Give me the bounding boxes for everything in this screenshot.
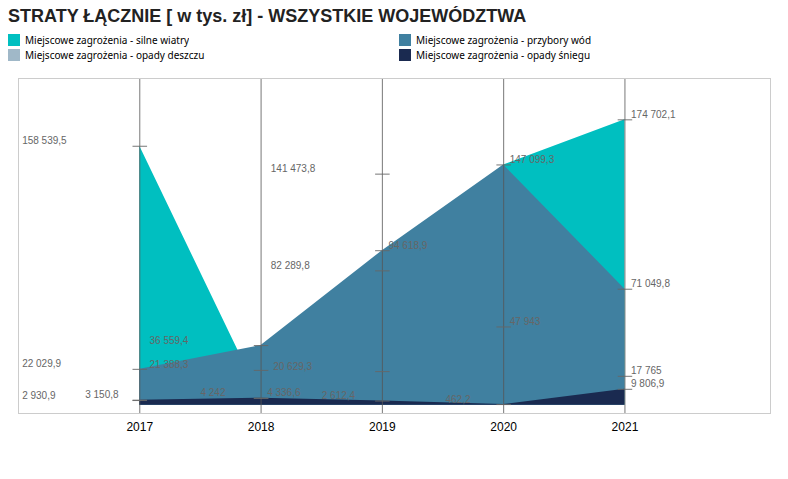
svg-text:2018: 2018 (248, 420, 275, 434)
svg-text:47 943: 47 943 (510, 316, 541, 327)
svg-text:17 765: 17 765 (631, 365, 662, 376)
svg-text:141 473,8: 141 473,8 (271, 163, 316, 174)
html-text:Miejscowe zagrożenia - silne w: Miejscowe zagrożenia - silne wiatry (25, 33, 190, 47)
svg-text:147 099,3: 147 099,3 (510, 154, 555, 165)
svg-text:4 242: 4 242 (200, 387, 225, 398)
svg-text:158 539,5: 158 539,5 (22, 135, 67, 146)
svg-text:3 150,8: 3 150,8 (85, 389, 119, 400)
svg-text:20 629,3: 20 629,3 (273, 361, 312, 372)
svg-text:9 806,9: 9 806,9 (631, 378, 665, 389)
svg-text:2021: 2021 (612, 420, 639, 434)
svg-text:21 388,3: 21 388,3 (149, 359, 188, 370)
svg-text:94 618,9: 94 618,9 (388, 240, 427, 251)
svg-text:174 702,1: 174 702,1 (631, 109, 676, 120)
html-text:Miejscowe zagrożenia - przybor: Miejscowe zagrożenia - przybory wód (416, 33, 592, 47)
svg-text:2 930,9: 2 930,9 (22, 390, 56, 401)
html-text:STRATY ŁĄCZNIE [ w tys. zł] -: STRATY ŁĄCZNIE [ w tys. zł] - WSZYSTKIE … (8, 6, 527, 26)
svg-text:462,2: 462,2 (445, 394, 470, 405)
svg-text:2020: 2020 (490, 420, 517, 434)
svg-text:2017: 2017 (126, 420, 153, 434)
svg-text:2 612,4: 2 612,4 (322, 390, 356, 401)
html-text:Miejscowe zagrożenia - opady ś: Miejscowe zagrożenia - opady śniegu (416, 48, 591, 62)
svg-text:2019: 2019 (369, 420, 396, 434)
svg-text:36 559,4: 36 559,4 (149, 335, 188, 346)
svg-text:82 289,8: 82 289,8 (271, 260, 310, 271)
svg-text:22 029,9: 22 029,9 (22, 358, 61, 369)
svg-text:4 336,6: 4 336,6 (267, 387, 301, 398)
html-text:Miejscowe zagrożenia - opady d: Miejscowe zagrożenia - opady deszczu (25, 48, 205, 62)
svg-text:71 049,8: 71 049,8 (631, 278, 670, 289)
